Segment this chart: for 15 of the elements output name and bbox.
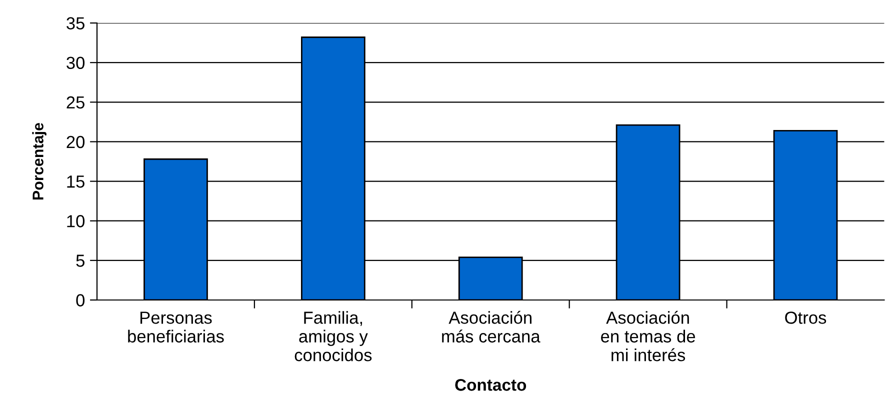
x-tick-label: Asociación más cercana: [442, 310, 540, 343]
x-tick-label: Asociación en temas de mi interés: [601, 310, 696, 362]
y-axis-title: Porcentaje: [32, 122, 46, 200]
y-tick-label: 10: [67, 215, 85, 228]
x-axis-title: Contacto: [455, 379, 526, 391]
y-tick-label: 35: [66, 17, 84, 30]
x-tick-label: Familia, amigos y conocidos: [294, 311, 372, 362]
y-tick-label: 15: [67, 176, 84, 188]
y-tick-label: 25: [66, 96, 84, 109]
x-tick-label: Personas beneficiarias: [128, 312, 224, 343]
y-tick-label: 0: [76, 294, 85, 306]
y-tick-label: 20: [66, 136, 85, 148]
x-tick-label: Otros: [785, 312, 826, 324]
y-tick-label: 5: [76, 254, 84, 267]
y-tick-label: 30: [66, 56, 85, 70]
